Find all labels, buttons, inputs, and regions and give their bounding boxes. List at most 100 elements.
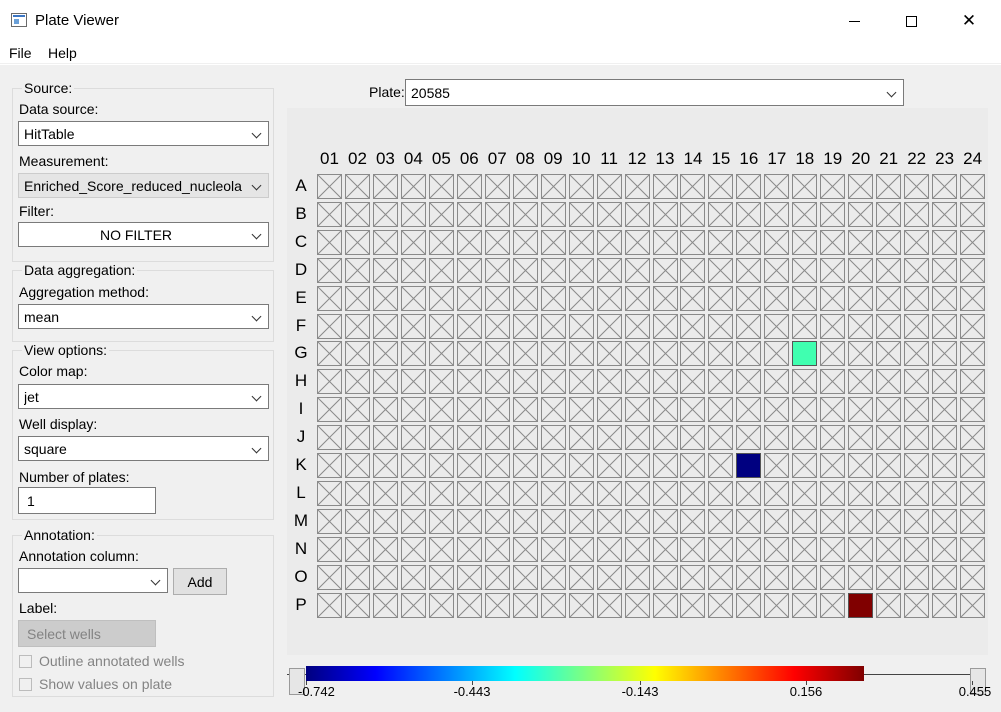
well-G07[interactable]: [484, 341, 510, 367]
well-A01[interactable]: [317, 174, 342, 199]
well-A05[interactable]: [428, 174, 454, 199]
well-C16[interactable]: [736, 229, 762, 255]
well-D14[interactable]: [680, 257, 706, 283]
well-B17[interactable]: [764, 201, 790, 227]
column-header-17[interactable]: 17: [767, 149, 787, 168]
well-G20[interactable]: [848, 341, 874, 367]
well-B24[interactable]: [960, 201, 986, 227]
column-header-14[interactable]: 14: [683, 149, 703, 168]
well-K23[interactable]: [932, 453, 958, 478]
well-B10[interactable]: [568, 201, 594, 227]
add-annotation-button[interactable]: Add: [173, 568, 227, 595]
well-H08[interactable]: [512, 369, 538, 395]
well-A07[interactable]: [484, 174, 510, 199]
well-F22[interactable]: [904, 313, 930, 339]
well-I09[interactable]: [540, 397, 566, 423]
well-N20[interactable]: [848, 536, 874, 562]
well-A08[interactable]: [512, 174, 538, 199]
well-E03[interactable]: [372, 285, 398, 311]
well-B14[interactable]: [680, 201, 706, 227]
maximize-button[interactable]: [882, 0, 940, 42]
well-F14[interactable]: [680, 313, 706, 339]
well-H19[interactable]: [820, 369, 846, 395]
well-I01[interactable]: [317, 397, 342, 423]
well-J17[interactable]: [764, 425, 790, 451]
well-D19[interactable]: [820, 257, 846, 283]
well-O12[interactable]: [624, 564, 650, 590]
row-header-E[interactable]: E: [295, 287, 307, 307]
well-A21[interactable]: [876, 174, 902, 199]
well-B22[interactable]: [904, 201, 930, 227]
well-L07[interactable]: [484, 480, 510, 506]
well-H20[interactable]: [848, 369, 874, 395]
well-M14[interactable]: [680, 508, 706, 534]
well-L23[interactable]: [932, 480, 958, 506]
well-B23[interactable]: [932, 201, 958, 227]
well-K05[interactable]: [428, 453, 454, 478]
column-header-01[interactable]: 01: [320, 149, 339, 168]
well-K22[interactable]: [904, 453, 930, 478]
well-K16[interactable]: [736, 453, 762, 478]
well-E21[interactable]: [876, 285, 902, 311]
well-F06[interactable]: [456, 313, 482, 339]
well-O01[interactable]: [317, 564, 342, 590]
well-O18[interactable]: [792, 564, 818, 590]
row-header-A[interactable]: A: [295, 176, 307, 195]
well-F21[interactable]: [876, 313, 902, 339]
well-H11[interactable]: [596, 369, 622, 395]
well-H22[interactable]: [904, 369, 930, 395]
well-C14[interactable]: [680, 229, 706, 255]
menu-file[interactable]: File: [9, 45, 32, 61]
well-H21[interactable]: [876, 369, 902, 395]
well-I06[interactable]: [456, 397, 482, 423]
well-I17[interactable]: [764, 397, 790, 423]
well-O23[interactable]: [932, 564, 958, 590]
well-E08[interactable]: [512, 285, 538, 311]
well-N05[interactable]: [428, 536, 454, 562]
well-E20[interactable]: [848, 285, 874, 311]
well-C24[interactable]: [960, 229, 986, 255]
row-header-C[interactable]: C: [294, 231, 308, 251]
well-H01[interactable]: [317, 369, 342, 395]
well-I08[interactable]: [512, 397, 538, 423]
well-L21[interactable]: [876, 480, 902, 506]
well-F10[interactable]: [568, 313, 594, 339]
well-K11[interactable]: [596, 453, 622, 478]
well-E12[interactable]: [624, 285, 650, 311]
well-F17[interactable]: [764, 313, 790, 339]
well-P04[interactable]: [400, 592, 426, 618]
well-C22[interactable]: [904, 229, 930, 255]
column-header-05[interactable]: 05: [431, 149, 451, 168]
well-O21[interactable]: [876, 564, 902, 590]
well-B03[interactable]: [372, 201, 398, 227]
select-wells-button[interactable]: Select wells: [18, 620, 156, 647]
column-header-22[interactable]: 22: [907, 149, 927, 168]
well-C19[interactable]: [820, 229, 846, 255]
measurement-select[interactable]: Enriched_Score_reduced_nucleola: [18, 173, 269, 198]
well-J21[interactable]: [876, 425, 902, 451]
row-header-N[interactable]: N: [294, 538, 308, 558]
well-M07[interactable]: [484, 508, 510, 534]
well-K19[interactable]: [820, 453, 846, 478]
well-N23[interactable]: [932, 536, 958, 562]
well-O22[interactable]: [904, 564, 930, 590]
well-I24[interactable]: [960, 397, 986, 423]
well-P05[interactable]: [428, 592, 454, 618]
well-H10[interactable]: [568, 369, 594, 395]
well-G14[interactable]: [680, 341, 706, 367]
well-L05[interactable]: [428, 480, 454, 506]
well-C15[interactable]: [708, 229, 734, 255]
well-P01[interactable]: [317, 592, 342, 618]
well-H24[interactable]: [960, 369, 986, 395]
well-P03[interactable]: [372, 592, 398, 618]
well-J19[interactable]: [820, 425, 846, 451]
well-P24[interactable]: [960, 592, 986, 618]
well-E09[interactable]: [540, 285, 566, 311]
well-K01[interactable]: [317, 453, 342, 478]
well-K17[interactable]: [764, 453, 790, 478]
well-C18[interactable]: [792, 229, 818, 255]
well-J23[interactable]: [932, 425, 958, 451]
well-B06[interactable]: [456, 201, 482, 227]
well-B21[interactable]: [876, 201, 902, 227]
well-A22[interactable]: [904, 174, 930, 199]
